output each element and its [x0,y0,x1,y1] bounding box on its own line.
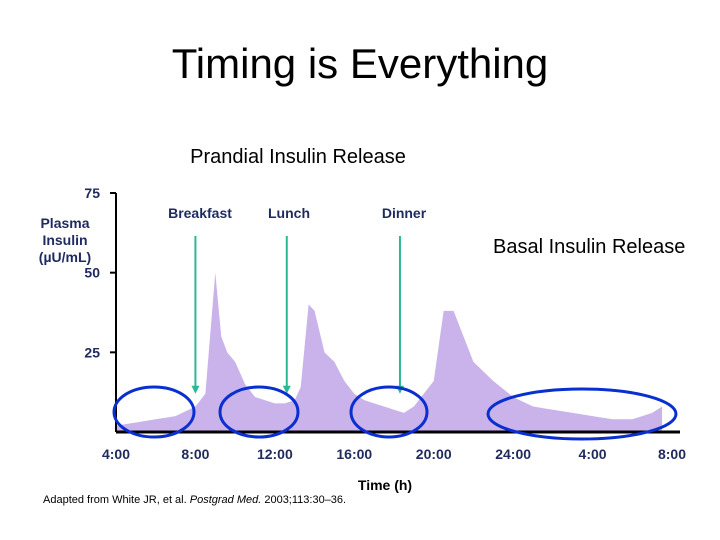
source-rest: 2003;113:30–36. [261,494,347,506]
source-text: Adapted from White JR, et al. [43,494,190,506]
insulin-area [116,272,663,432]
y-tick-label-25: 25 [84,344,100,360]
source-journal: Postgrad Med. [189,494,262,506]
x-tick-label-0: 4:00 [102,446,130,462]
basal-insulin-label: Basal Insulin Release [493,236,686,258]
x-tick-label-5: 24:00 [495,446,531,462]
prandial-insulin-label: Prandial Insulin Release [190,146,406,168]
y-tick-label-50: 50 [84,265,100,281]
x-tick-label-1: 8:00 [181,446,209,462]
slide-title: Timing is Everything [171,40,549,87]
meal-arrowhead-lunch [282,385,291,394]
basal-circle-3 [349,385,429,439]
x-tick-label-4: 20:00 [416,446,452,462]
basal-circle-2 [218,385,300,439]
x-tick-label-7: 8:00 [658,446,686,462]
basal-circle-1 [112,385,196,439]
source-citation: Adapted from White JR, et al. Postgrad M… [43,494,346,506]
x-axis-label: Time (h) [358,477,412,493]
y-axis-label: Plasma Insulin (µU/mL) [38,215,92,265]
basal-circle-4 [486,387,678,441]
meal-label-breakfast: Breakfast [168,205,232,221]
meal-label-lunch: Lunch [268,205,310,221]
meal-label-dinner: Dinner [382,205,427,221]
x-tick-label-3: 16:00 [336,446,372,462]
meal-arrowhead-breakfast [191,385,200,394]
y-tick-label-75: 75 [84,185,100,201]
x-tick-label-2: 12:00 [257,446,293,462]
x-tick-label-6: 4:00 [579,446,607,462]
